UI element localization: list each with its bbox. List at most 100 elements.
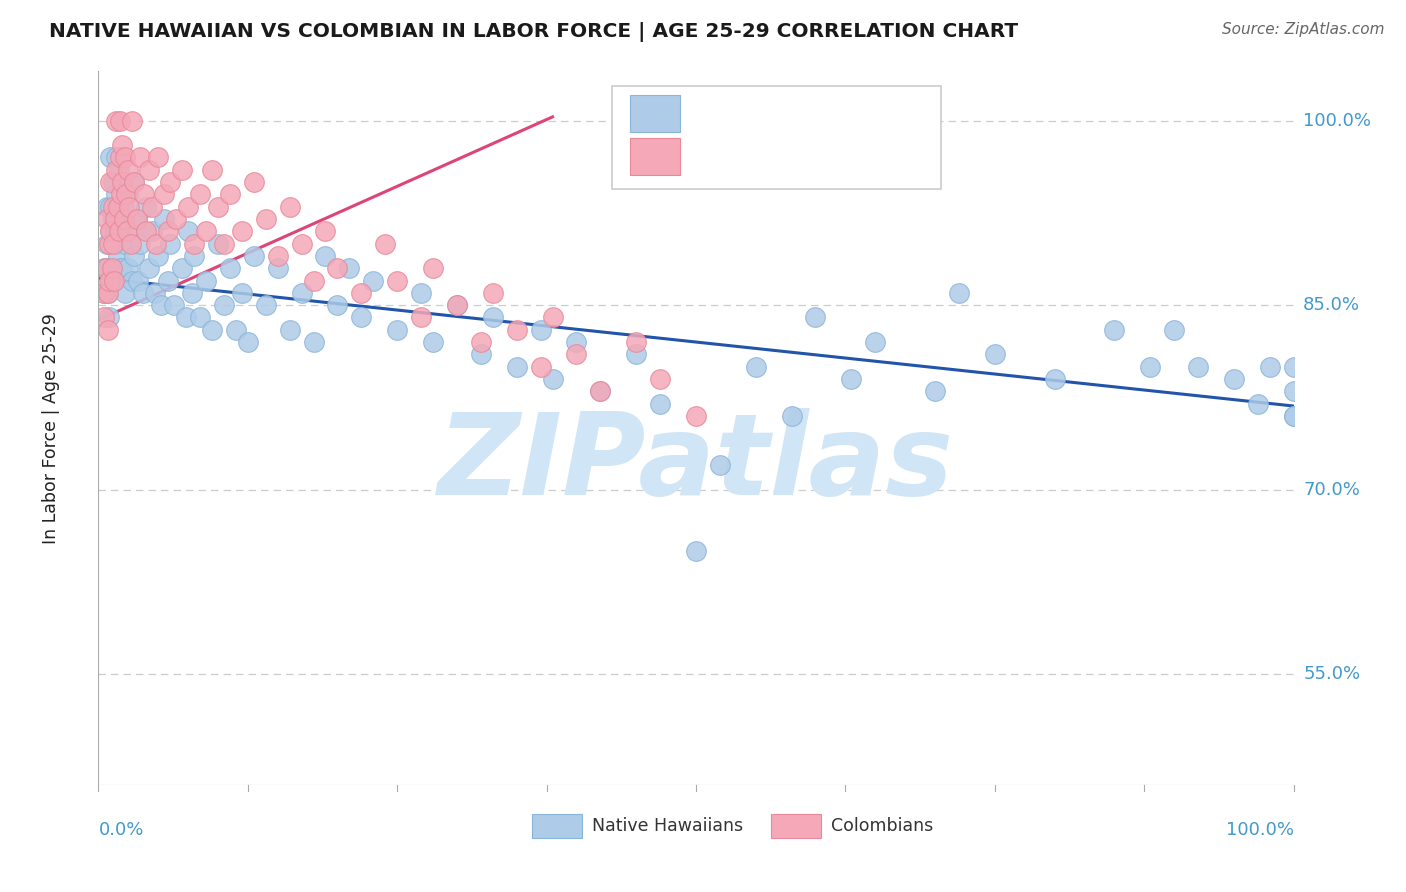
Point	[93, 310, 115, 325]
Point	[565, 347, 588, 361]
Point	[254, 298, 277, 312]
Point	[530, 359, 553, 374]
Point	[780, 409, 803, 423]
Point	[107, 200, 129, 214]
Point	[93, 285, 115, 300]
Point	[108, 261, 131, 276]
Point	[121, 113, 143, 128]
FancyBboxPatch shape	[772, 814, 821, 838]
Text: In Labor Force | Age 25-29: In Labor Force | Age 25-29	[42, 313, 59, 543]
Point	[626, 334, 648, 349]
Point	[159, 175, 181, 189]
Point	[115, 224, 138, 238]
Point	[1104, 323, 1126, 337]
Point	[120, 224, 142, 238]
Point	[156, 224, 179, 238]
Point	[145, 236, 167, 251]
Point	[589, 384, 612, 399]
Point	[100, 261, 122, 276]
Point	[117, 162, 139, 177]
Point	[541, 310, 564, 325]
Point	[254, 212, 277, 227]
Point	[124, 175, 146, 189]
Text: 100.0%: 100.0%	[1303, 112, 1371, 129]
Point	[685, 409, 707, 423]
Text: NATIVE HAWAIIAN VS COLOMBIAN IN LABOR FORCE | AGE 25-29 CORRELATION CHART: NATIVE HAWAIIAN VS COLOMBIAN IN LABOR FO…	[49, 22, 1018, 42]
Text: 70.0%: 70.0%	[1303, 481, 1360, 499]
Point	[1139, 359, 1161, 374]
Point	[153, 212, 176, 227]
Point	[112, 212, 135, 227]
FancyBboxPatch shape	[630, 137, 681, 175]
Point	[177, 200, 200, 214]
Point	[177, 224, 200, 238]
Point	[98, 273, 121, 287]
Point	[1223, 372, 1246, 386]
Point	[350, 285, 373, 300]
Point	[131, 285, 153, 300]
Point	[108, 113, 131, 128]
Point	[201, 162, 224, 177]
Point	[159, 236, 181, 251]
Point	[115, 187, 138, 202]
Point	[374, 236, 396, 251]
Point	[302, 273, 325, 287]
Point	[117, 187, 139, 202]
Point	[243, 249, 266, 263]
Point	[101, 175, 124, 189]
Point	[111, 175, 134, 189]
Point	[924, 384, 946, 399]
Point	[93, 285, 115, 300]
Point	[446, 298, 468, 312]
Point	[506, 359, 529, 374]
Point	[231, 285, 253, 300]
Point	[98, 175, 122, 189]
Point	[101, 200, 124, 214]
Point	[648, 372, 672, 386]
Point	[97, 285, 120, 300]
Point	[183, 249, 205, 263]
Point	[481, 310, 505, 325]
Text: 55.0%: 55.0%	[1303, 665, 1360, 683]
Point	[291, 236, 314, 251]
Point	[114, 285, 136, 300]
Point	[315, 224, 337, 238]
Point	[1043, 372, 1066, 386]
Point	[98, 151, 122, 165]
Point	[114, 236, 136, 251]
Point	[1163, 323, 1185, 337]
Point	[108, 212, 131, 227]
Point	[212, 236, 235, 251]
Point	[363, 273, 385, 287]
Point	[98, 273, 122, 287]
Point	[589, 384, 612, 399]
Point	[153, 187, 176, 202]
Text: R = -0.216: R = -0.216	[692, 103, 797, 121]
Text: R = 0.43: R = 0.43	[692, 146, 778, 165]
Text: Native Hawaiians: Native Hawaiians	[592, 817, 744, 835]
Point	[201, 323, 224, 337]
Text: N = 79: N = 79	[831, 146, 904, 165]
Point	[138, 162, 160, 177]
Point	[541, 372, 564, 386]
Point	[112, 200, 135, 214]
Point	[865, 334, 887, 349]
Point	[135, 224, 157, 238]
Point	[107, 249, 129, 263]
Point	[111, 261, 134, 276]
Point	[105, 113, 128, 128]
Point	[385, 323, 409, 337]
Point	[1282, 409, 1305, 423]
Point	[96, 200, 118, 214]
Point	[163, 298, 186, 312]
Point	[165, 212, 187, 227]
Point	[104, 224, 127, 238]
Point	[120, 236, 142, 251]
Point	[302, 334, 325, 349]
Point	[98, 224, 122, 238]
Point	[626, 347, 648, 361]
Point	[195, 273, 218, 287]
Point	[195, 224, 218, 238]
Point	[97, 285, 120, 300]
Point	[470, 334, 492, 349]
